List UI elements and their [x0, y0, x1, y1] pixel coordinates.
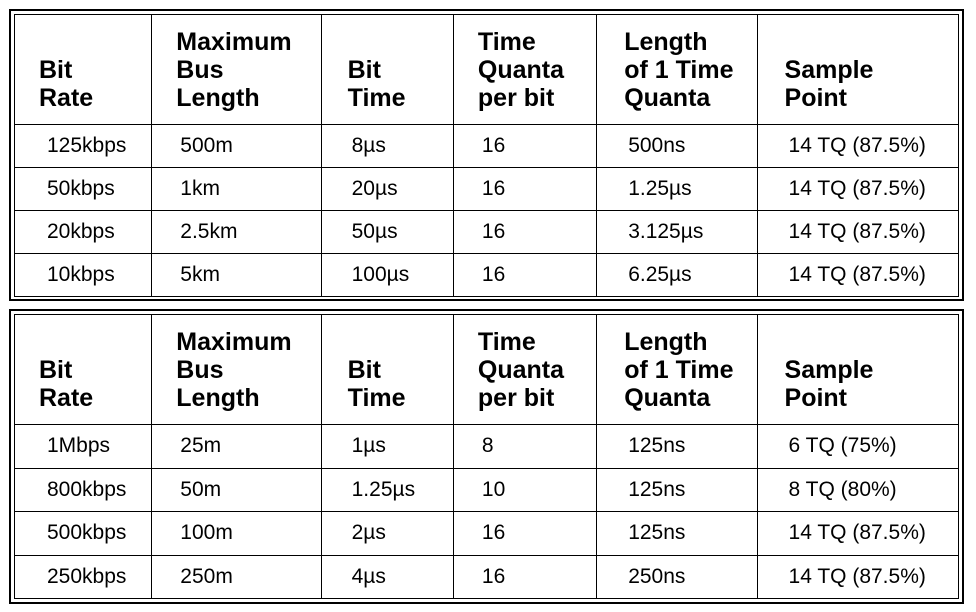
- table-row: 1Mbps 25m 1µs 8 125ns 6 TQ (75%): [13, 424, 960, 469]
- cell-bit-time: 20µs: [320, 167, 454, 211]
- cell-bit-rate: 50kbps: [13, 167, 153, 211]
- table-row: 800kbps 50m 1.25µs 10 125ns 8 TQ (80%): [13, 467, 960, 512]
- header-sample-point: Sample Point: [756, 314, 960, 425]
- header-time-quanta-length: Length of 1 Time Quanta: [596, 14, 758, 125]
- table-row: 500kbps 100m 2µs 16 125ns 14 TQ (87.5%): [13, 511, 960, 556]
- table-row: 10kbps 5km 100µs 16 6.25µs 14 TQ (87.5%): [13, 253, 960, 297]
- cell-bit-rate: 20kbps: [13, 210, 153, 254]
- cell-time-quanta-per-bit: 16: [452, 554, 598, 599]
- cell-sample-point: 14 TQ (87.5%): [756, 124, 960, 168]
- cell-time-quanta-length: 125ns: [596, 511, 758, 556]
- table-row: 125kbps 500m 8µs 16 500ns 14 TQ (87.5%): [13, 124, 960, 168]
- cell-time-quanta-per-bit: 10: [452, 467, 598, 512]
- cell-bit-rate: 1Mbps: [13, 424, 153, 469]
- cell-sample-point: 14 TQ (87.5%): [756, 167, 960, 211]
- table-row: 20kbps 2.5km 50µs 16 3.125µs 14 TQ (87.5…: [13, 210, 960, 254]
- cell-max-bus-length: 5km: [151, 253, 322, 297]
- cell-time-quanta-per-bit: 16: [452, 167, 598, 211]
- cell-max-bus-length: 25m: [151, 424, 322, 469]
- header-max-bus-length: Maximum Bus Length: [151, 314, 322, 425]
- cell-bit-rate: 250kbps: [13, 554, 153, 599]
- cell-time-quanta-length: 3.125µs: [596, 210, 758, 254]
- cell-time-quanta-length: 6.25µs: [596, 253, 758, 297]
- cell-max-bus-length: 100m: [151, 511, 322, 556]
- header-row: Bit Rate Maximum Bus Length Bit Time Tim…: [13, 14, 960, 125]
- table-row: 50kbps 1km 20µs 16 1.25µs 14 TQ (87.5%): [13, 167, 960, 211]
- header-max-bus-length: Maximum Bus Length: [151, 14, 322, 125]
- cell-sample-point: 14 TQ (87.5%): [756, 554, 960, 599]
- high-speed-bit-timing-table-frame: Bit Rate Maximum Bus Length Bit Time Tim…: [9, 309, 964, 604]
- cell-time-quanta-per-bit: 16: [452, 253, 598, 297]
- cell-max-bus-length: 50m: [151, 467, 322, 512]
- cell-bit-time: 1.25µs: [320, 467, 454, 512]
- header-bit-rate: Bit Rate: [13, 314, 153, 425]
- cell-bit-rate: 125kbps: [13, 124, 153, 168]
- cell-bit-rate: 10kbps: [13, 253, 153, 297]
- header-sample-point: Sample Point: [756, 14, 960, 125]
- cell-time-quanta-per-bit: 16: [452, 124, 598, 168]
- low-speed-bit-timing-table-frame: Bit Rate Maximum Bus Length Bit Time Tim…: [9, 9, 964, 301]
- cell-max-bus-length: 1km: [151, 167, 322, 211]
- header-time-quanta-per-bit: Time Quanta per bit: [452, 14, 598, 125]
- cell-time-quanta-length: 125ns: [596, 424, 758, 469]
- table-row: 250kbps 250m 4µs 16 250ns 14 TQ (87.5%): [13, 554, 960, 599]
- cell-bit-rate: 500kbps: [13, 511, 153, 556]
- cell-max-bus-length: 500m: [151, 124, 322, 168]
- cell-sample-point: 14 TQ (87.5%): [756, 253, 960, 297]
- header-bit-time: Bit Time: [320, 314, 454, 425]
- cell-sample-point: 6 TQ (75%): [756, 424, 960, 469]
- cell-time-quanta-length: 500ns: [596, 124, 758, 168]
- high-speed-bit-timing-table: Bit Rate Maximum Bus Length Bit Time Tim…: [13, 314, 960, 599]
- low-speed-bit-timing-table: Bit Rate Maximum Bus Length Bit Time Tim…: [13, 14, 960, 297]
- cell-time-quanta-length: 250ns: [596, 554, 758, 599]
- header-bit-time: Bit Time: [320, 14, 454, 125]
- cell-sample-point: 8 TQ (80%): [756, 467, 960, 512]
- cell-sample-point: 14 TQ (87.5%): [756, 210, 960, 254]
- cell-bit-time: 50µs: [320, 210, 454, 254]
- cell-time-quanta-per-bit: 16: [452, 511, 598, 556]
- cell-max-bus-length: 250m: [151, 554, 322, 599]
- cell-bit-rate: 800kbps: [13, 467, 153, 512]
- cell-time-quanta-per-bit: 8: [452, 424, 598, 469]
- header-time-quanta-length: Length of 1 Time Quanta: [596, 314, 758, 425]
- cell-bit-time: 8µs: [320, 124, 454, 168]
- cell-sample-point: 14 TQ (87.5%): [756, 511, 960, 556]
- cell-bit-time: 4µs: [320, 554, 454, 599]
- header-row: Bit Rate Maximum Bus Length Bit Time Tim…: [13, 314, 960, 425]
- cell-time-quanta-per-bit: 16: [452, 210, 598, 254]
- cell-bit-time: 100µs: [320, 253, 454, 297]
- header-time-quanta-per-bit: Time Quanta per bit: [452, 314, 598, 425]
- cell-time-quanta-length: 125ns: [596, 467, 758, 512]
- cell-time-quanta-length: 1.25µs: [596, 167, 758, 211]
- cell-max-bus-length: 2.5km: [151, 210, 322, 254]
- header-bit-rate: Bit Rate: [13, 14, 153, 125]
- cell-bit-time: 2µs: [320, 511, 454, 556]
- cell-bit-time: 1µs: [320, 424, 454, 469]
